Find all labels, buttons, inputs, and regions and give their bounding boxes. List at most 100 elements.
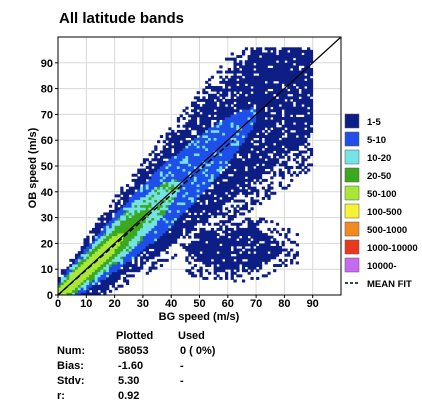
density-cell [176,191,181,195]
density-cell [253,202,257,206]
density-cell [213,124,217,128]
density-cell [154,225,158,229]
density-cell [103,227,107,231]
density-cell [171,132,175,136]
density-cell [250,70,254,74]
density-cell [193,160,198,164]
density-cell [267,98,271,102]
density-cell [179,194,183,198]
density-cell [270,220,274,224]
density-cell [281,98,285,102]
density-cell [193,227,198,231]
density-cell [100,264,104,268]
density-cell [63,274,67,278]
density-cell [222,269,226,273]
density-cell [174,199,178,203]
density-cell [307,52,311,56]
density-cell [159,230,164,234]
density-cell [247,271,251,275]
density-cell [290,75,294,79]
density-cell [275,129,280,133]
density-cell [273,78,277,82]
density-cell [230,196,234,200]
density-cell [258,86,263,89]
density-cell [210,235,215,239]
density-cell [191,271,195,275]
density-cell [69,264,73,268]
density-cell [298,106,302,110]
density-cell [145,176,149,180]
density-cell [193,181,198,185]
density-cell [227,127,232,131]
density-cell [123,230,127,234]
density-cell [159,245,164,249]
density-cell [233,114,237,118]
density-cell [179,158,183,162]
density-cell [142,233,147,237]
density-cell [137,225,141,229]
density-cell [222,230,226,234]
density-cell [258,116,263,120]
density-cell [202,248,206,252]
density-cell [89,261,93,265]
density-cell [185,215,189,218]
density-cell [162,215,166,218]
density-cell [298,83,302,87]
density-cell [196,245,200,249]
density-cell [125,217,130,221]
density-cell [233,116,237,120]
density-cell [205,147,209,151]
density-cell [179,163,183,167]
density-cell [219,129,223,133]
density-cell [284,104,288,108]
density-cell [222,202,226,206]
density-cell [244,135,249,139]
density-cell [264,147,268,151]
density-cell [298,60,302,64]
density-cell [292,171,297,175]
density-cell [159,194,164,198]
density-cell [244,73,249,77]
density-cell [241,243,246,247]
density-cell [213,106,217,110]
density-cell [193,253,198,257]
density-cell [261,253,265,257]
density-cell [239,145,243,149]
density-cell [91,284,96,288]
density-cell [74,289,79,293]
density-cell [176,166,181,169]
density-cell [241,171,246,175]
density-cell [131,212,135,216]
density-cell [202,222,206,226]
density-cell [287,101,291,105]
density-cell [227,78,232,82]
density-cell [295,80,299,84]
density-cell [199,217,203,221]
density-cell [117,217,121,221]
density-cell [224,155,229,159]
density-cell [80,251,84,255]
density-cell [287,60,291,64]
density-cell [275,114,280,118]
density-cell [267,147,271,151]
density-cell [256,93,260,97]
density-cell [261,111,265,115]
density-cell [199,245,203,249]
density-cell [179,160,183,164]
density-cell [188,147,192,151]
density-cell [273,153,277,157]
density-cell [199,271,203,275]
density-cell [213,101,217,105]
density-cell [267,166,271,169]
density-cell [270,251,274,255]
density-cell [261,124,265,128]
density-cell [188,184,192,188]
density-cell [227,111,232,115]
density-cell [256,145,260,149]
density-cell [128,235,132,239]
density-cell [290,111,294,115]
density-cell [236,176,240,180]
density-cell [281,186,285,190]
density-cell [202,240,206,244]
density-cell [216,132,220,136]
